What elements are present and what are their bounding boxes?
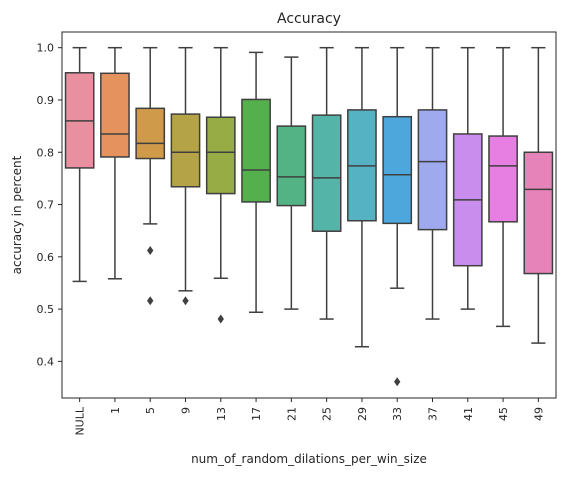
x-tick-label: 29: [356, 407, 369, 421]
box-NULL: [64, 46, 95, 283]
x-tick-label: 41: [462, 407, 475, 421]
y-tick-label: 0.4: [37, 355, 55, 368]
x-tick-label: 25: [321, 407, 334, 421]
box-iqr: [488, 135, 518, 223]
box-iqr: [170, 113, 201, 188]
box-iqr: [276, 125, 307, 207]
box-iqr: [135, 107, 166, 160]
box-25: [311, 46, 342, 320]
box-45: [488, 46, 518, 328]
x-tick-label: 49: [532, 407, 545, 421]
box-33: [382, 46, 413, 387]
outlier-point: [394, 377, 401, 387]
y-axis: 0.4 0.5 0.6 0.7 0.8 0.9 1.0: [37, 42, 62, 368]
box-1: [100, 46, 130, 280]
y-axis-label: accuracy in percent: [10, 155, 24, 274]
outlier-point: [182, 296, 189, 306]
box-iqr: [417, 109, 448, 231]
box-iqr: [241, 98, 271, 203]
x-tick-label: 37: [427, 407, 440, 421]
x-axis-label: num_of_random_dilations_per_win_size: [191, 452, 427, 466]
box-37: [417, 46, 448, 320]
box-iqr: [382, 115, 413, 225]
box-iqr: [100, 72, 130, 158]
box-iqr: [311, 114, 342, 232]
y-tick-label: 0.5: [37, 303, 55, 316]
y-tick-label: 0.6: [37, 251, 55, 264]
x-tick-label: NULL: [74, 406, 87, 435]
boxes-group: [64, 46, 554, 387]
box-9: [170, 46, 201, 306]
y-tick-label: 0.9: [37, 94, 55, 107]
box-5: [135, 46, 166, 306]
box-iqr: [523, 151, 554, 275]
y-tick-label: 1.0: [37, 42, 55, 55]
chart-title: Accuracy: [277, 11, 341, 27]
x-tick-label: 5: [144, 407, 157, 414]
x-tick-label: 21: [285, 407, 298, 421]
x-tick-label: 33: [391, 407, 404, 421]
box-17: [241, 51, 271, 314]
y-tick-label: 0.7: [37, 199, 55, 212]
x-tick-label: 13: [215, 407, 228, 421]
box-13: [205, 46, 236, 324]
x-tick-label: 17: [250, 407, 263, 421]
box-41: [452, 46, 483, 310]
outlier-point: [147, 246, 154, 256]
outlier-point: [217, 314, 224, 324]
box-iqr: [205, 116, 236, 195]
x-tick-label: 45: [497, 407, 510, 421]
y-tick-label: 0.8: [37, 146, 55, 159]
outlier-point: [147, 296, 154, 306]
box-21: [276, 56, 307, 310]
box-49: [523, 46, 554, 344]
x-tick-label: 9: [180, 407, 193, 414]
box-29: [347, 46, 377, 348]
x-tick-label: 1: [109, 407, 122, 414]
x-axis: NULL 1 5 9 13 17 21 25 29 33 37 41 45 49: [74, 398, 545, 436]
